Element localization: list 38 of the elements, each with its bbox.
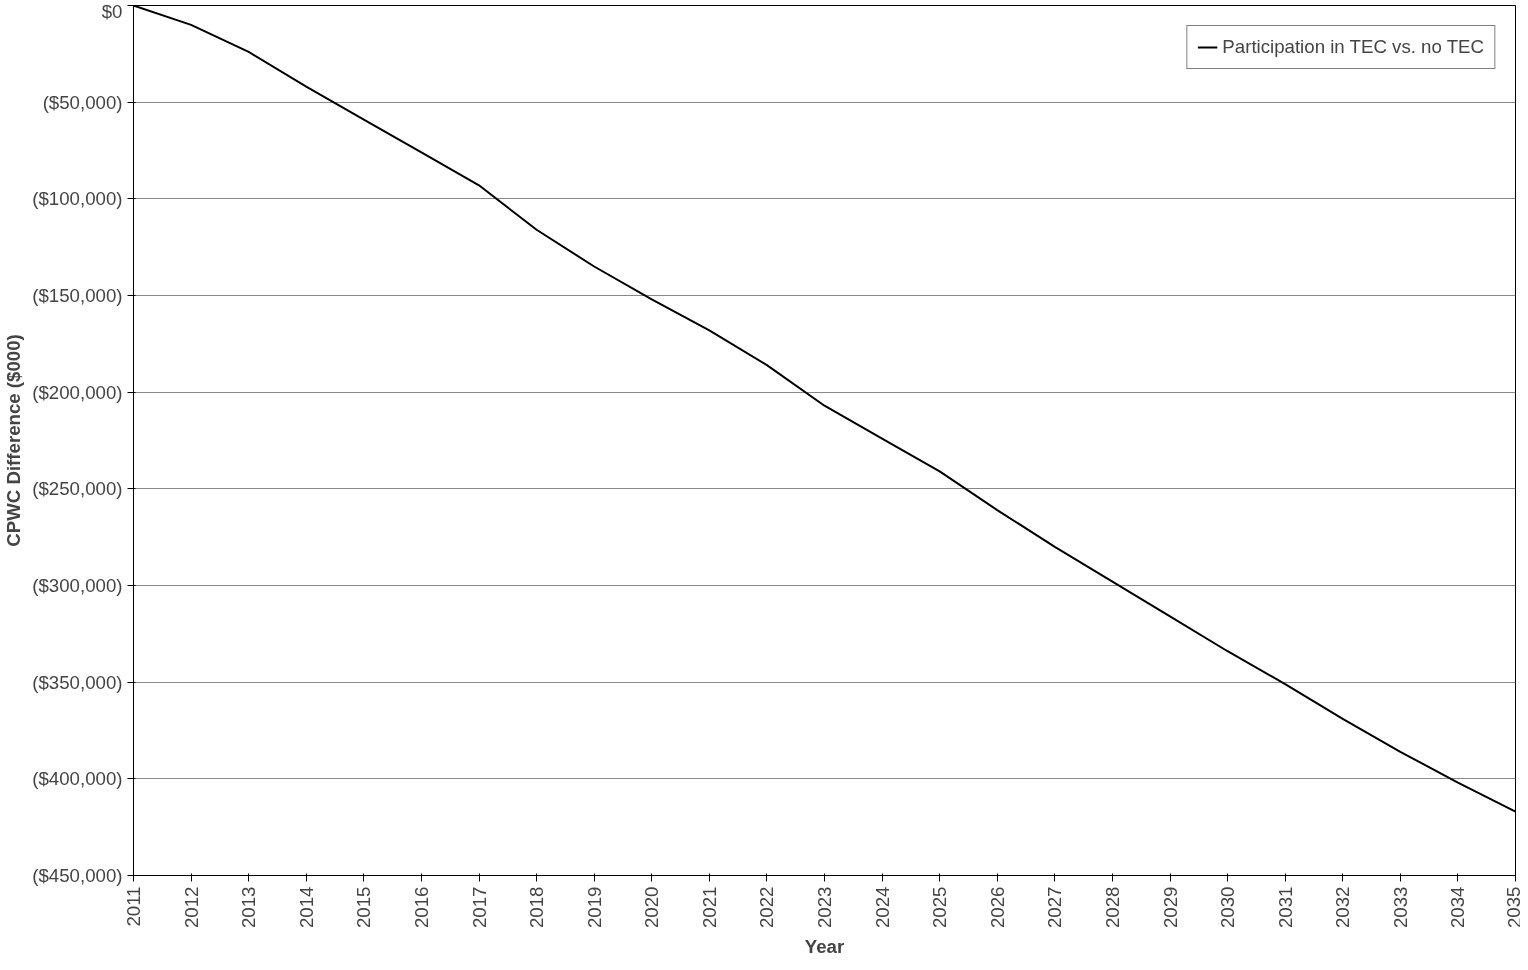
y-tick-label: ($350,000) <box>32 671 123 693</box>
y-tick-label: $0 <box>101 0 123 22</box>
x-tick-label: 2028 <box>1101 886 1123 928</box>
x-tick-label: 2030 <box>1217 886 1239 928</box>
y-tick-label: ($200,000) <box>32 381 123 403</box>
x-tick-label: 2017 <box>468 886 490 928</box>
y-tick-label: ($300,000) <box>32 575 123 596</box>
x-tick-label: 2016 <box>410 886 432 928</box>
x-tick-label: 2015 <box>353 886 375 928</box>
legend-label: Participation in TEC vs. no TEC <box>1222 36 1484 58</box>
y-tick-label: ($100,000) <box>32 188 123 210</box>
x-tick-label: 2034 <box>1447 886 1469 928</box>
x-tick-label: 2033 <box>1389 886 1411 928</box>
y-tick-label: ($250,000) <box>32 478 123 500</box>
x-tick-label: 2032 <box>1332 886 1354 928</box>
y-tick-label: ($400,000) <box>32 768 123 790</box>
x-tick-label: 2023 <box>814 886 835 928</box>
y-axis-title: CPWC Difference ($000) <box>3 334 25 547</box>
x-tick-label: 2029 <box>1159 886 1181 928</box>
x-tick-label: 2025 <box>929 886 951 928</box>
x-tick-label: 2031 <box>1274 886 1296 928</box>
y-tick-label: ($450,000) <box>32 865 123 886</box>
x-tick-label: 2024 <box>871 886 893 928</box>
y-tick-label: ($50,000) <box>42 91 123 113</box>
x-tick-label: 2012 <box>180 886 202 928</box>
x-tick-label: 2019 <box>583 886 605 928</box>
x-tick-label: 2021 <box>698 886 720 928</box>
x-tick-label: 2011 <box>123 886 144 927</box>
x-axis-title: Year <box>804 936 845 957</box>
y-tick-label: ($150,000) <box>32 285 123 306</box>
x-tick-label: 2022 <box>756 886 778 928</box>
x-tick-label: 2026 <box>986 886 1008 928</box>
x-tick-label: 2014 <box>295 886 317 928</box>
x-tick-label: 2035 <box>1503 886 1525 928</box>
x-tick-label: 2018 <box>526 886 548 928</box>
x-tick-label: 2013 <box>238 886 260 928</box>
x-tick-label: 2027 <box>1044 886 1066 928</box>
x-tick-label: 2020 <box>641 886 663 928</box>
